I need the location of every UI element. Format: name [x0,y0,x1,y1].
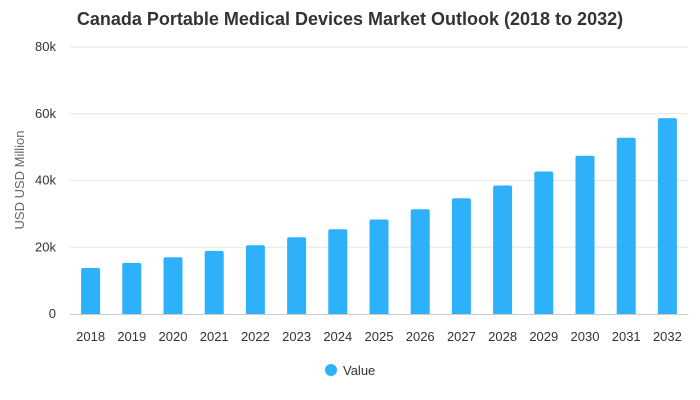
y-tick-label: 80k [35,39,56,54]
y-tick-label: 60k [35,106,56,121]
bar-2032[interactable] [657,118,677,315]
x-tick-label: 2029 [529,329,558,344]
y-axis-ticks: 0 20k 40k 60k 80k [35,39,56,321]
x-tick-label: 2019 [117,329,146,344]
legend-label[interactable]: Value [343,363,375,378]
bar-2028[interactable] [493,185,513,314]
y-tick-label: 20k [35,239,56,254]
bar-2026[interactable] [410,209,430,314]
bar-2024[interactable] [328,229,348,314]
y-tick-label: 40k [35,173,56,188]
gridlines [70,46,688,248]
bar-2018[interactable] [81,267,101,314]
chart-title: Canada Portable Medical Devices Market O… [77,9,623,29]
bar-2022[interactable] [245,245,265,314]
x-tick-label: 2018 [76,329,105,344]
bar-2029[interactable] [534,171,554,314]
legend-marker[interactable] [325,364,337,376]
x-tick-label: 2028 [488,329,517,344]
x-tick-label: 2027 [447,329,476,344]
x-axis-ticks: 2018 2019 2020 2021 2022 2023 2024 2025 2026 2027… [76,329,682,344]
x-tick-label: 2030 [571,329,600,344]
x-tick-label: 2025 [365,329,394,344]
bars [81,118,677,315]
x-tick-label: 2022 [241,329,270,344]
bar-2027[interactable] [451,198,471,314]
bar-2025[interactable] [369,219,389,314]
x-tick-label: 2021 [200,329,229,344]
x-tick-label: 2020 [159,329,188,344]
y-tick-label: 0 [49,306,56,321]
bar-2031[interactable] [616,137,636,314]
bar-2023[interactable] [287,237,307,314]
legend[interactable]: Value [325,363,375,378]
bar-2021[interactable] [204,250,224,314]
bar-2019[interactable] [122,262,142,314]
x-tick-label: 2031 [612,329,641,344]
x-tick-label: 2024 [323,329,352,344]
y-axis-label: USD USD Million [12,131,27,230]
x-tick-label: 2026 [406,329,435,344]
x-tick-label: 2023 [282,329,311,344]
x-tick-label: 2032 [653,329,682,344]
bar-2030[interactable] [575,155,595,314]
bar-2020[interactable] [163,257,183,314]
